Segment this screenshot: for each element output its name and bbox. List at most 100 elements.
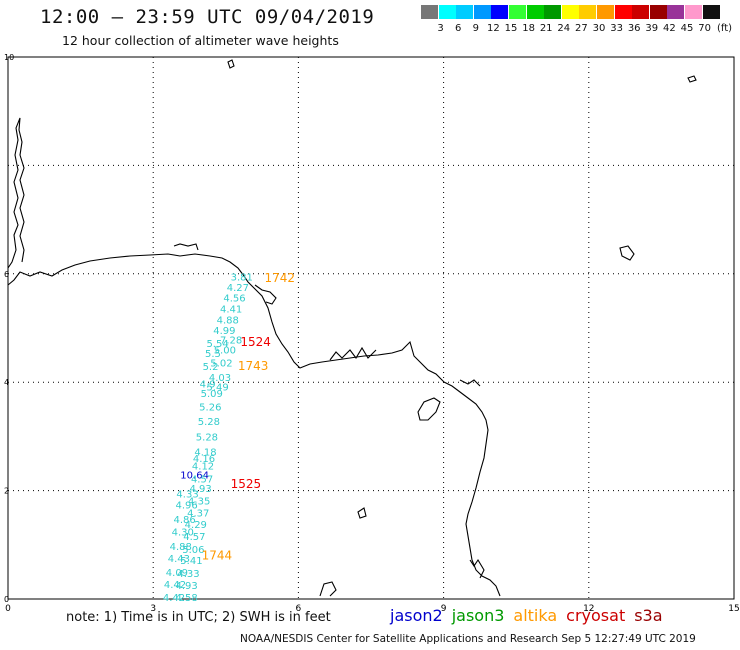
colorbar-swatch <box>685 5 702 19</box>
colorbar-swatch <box>491 5 509 19</box>
wave-height-label: 4.96 <box>175 501 197 512</box>
wave-height-label: 4.93 <box>190 484 212 495</box>
pass-time-label: 1743 <box>238 359 269 373</box>
colorbar-swatch <box>702 5 720 19</box>
wave-height-label: 4.37 <box>187 508 209 519</box>
wave-height-label: 4.12 <box>192 462 214 473</box>
legend-s3a: s3a <box>634 606 663 625</box>
wave-height-label: 5.5 <box>205 349 221 360</box>
colorbar-swatch <box>632 5 650 19</box>
pass-time-label: 1742 <box>265 271 296 285</box>
coastline-left-edge <box>7 117 25 269</box>
colorbar-label: 15 <box>504 23 518 34</box>
colorbar-label: 30 <box>592 23 606 34</box>
colorbar-label: 12 <box>487 23 500 34</box>
wave-height-label: 4.33 <box>176 489 198 500</box>
satellite-legend: jason2 jason3 altika cryosat s3a <box>390 606 672 625</box>
y-tick-label: 6 <box>4 270 9 279</box>
y-tick-label: 4 <box>4 378 9 387</box>
wave-height-label: 4.99 <box>213 326 235 337</box>
x-tick-label: 15 <box>728 604 739 614</box>
colorbar-swatch <box>456 5 474 19</box>
coastline-cuba-island <box>417 397 441 421</box>
coastline <box>7 59 697 597</box>
wave-height-label: 4.27 <box>227 283 249 294</box>
pass-time-label: 1744 <box>202 549 233 563</box>
wave-height-label: 4.16 <box>193 454 215 465</box>
coastline-islet-4 <box>687 75 697 83</box>
colorbar-label: 9 <box>472 23 479 34</box>
x-tick-label: 9 <box>441 604 447 614</box>
wave-height-label: 4.42 <box>163 593 185 604</box>
wave-height-label: 4.56 <box>223 294 245 305</box>
wave-height-label: 4.58 <box>175 593 197 604</box>
wave-height-labels: 3.814.274.564.414.884.997.285.545.005.55… <box>163 273 253 604</box>
colorbar-swatch <box>561 5 579 19</box>
wave-height-label: 5.06 <box>182 545 204 556</box>
wave-height-label: 4.03 <box>209 373 231 384</box>
colorbar-swatch <box>649 5 667 19</box>
coastline-keys <box>173 243 199 251</box>
wave-height-label: 4.33 <box>177 569 199 580</box>
wave-height-label: 5.28 <box>198 417 220 428</box>
colorbar-swatch <box>597 5 614 19</box>
wave-height-label: 4.57 <box>191 475 213 486</box>
credit-line: NOAA/NESDIS Center for Satellite Applica… <box>240 633 696 645</box>
pass-time-label: 1525 <box>231 477 262 491</box>
coastline-yucatan-fragment <box>469 558 485 579</box>
coastline-louisiana-marsh <box>329 346 377 361</box>
colorbar-unit: (ft) <box>717 23 733 34</box>
wave-height-label: 4.57 <box>183 532 205 543</box>
coastline-north-gulf <box>7 253 501 597</box>
colorbar-label: 18 <box>522 23 535 34</box>
colorbar-label: 3 <box>437 23 444 34</box>
x-tick-label: 12 <box>583 604 594 614</box>
colorbar-label: 39 <box>645 23 659 34</box>
colorbar-swatch <box>473 5 491 19</box>
colorbar-label: 24 <box>557 23 571 34</box>
wave-height-label: 4.09 <box>166 568 188 579</box>
wave-height-label: 5.49 <box>206 383 228 394</box>
colorbar-swatch <box>614 5 632 19</box>
x-tick-label: 0 <box>5 604 11 614</box>
wave-height-label: 4.30 <box>172 527 194 538</box>
colorbar-swatch <box>421 5 438 19</box>
wave-height-label: 4.88 <box>170 542 192 553</box>
wave-height-label: 5.41 <box>180 556 202 567</box>
colorbar-label: 33 <box>610 23 623 34</box>
wave-height-label: 5.00 <box>214 346 236 357</box>
colorbar-label: 27 <box>575 23 588 34</box>
wave-height-label: 5.02 <box>210 359 232 370</box>
legend-jason2: jason2 <box>390 606 443 625</box>
legend-cryosat: cryosat <box>566 606 626 625</box>
wave-height-label: 4.93 <box>175 581 197 592</box>
wave-height-label: 5.28 <box>196 432 218 443</box>
colorbar-label: 6 <box>455 23 462 34</box>
wave-height-label: 4.9 <box>200 379 216 390</box>
wave-height-label: 4.86 <box>174 515 196 526</box>
wave-height-label: 4.41 <box>220 304 242 315</box>
chart-subtitle: 12 hour collection of altimeter wave hei… <box>62 33 339 48</box>
axis-ticks: 0 3 6 9 12 15 0 2 4 6 10 <box>4 53 740 614</box>
legend-altika: altika <box>513 606 558 625</box>
colorbar-label: 21 <box>539 23 553 34</box>
wave-height-label: 4.43 <box>168 554 190 565</box>
wave-height-label: 10.64 <box>180 470 209 481</box>
wave-height-label: 4.35 <box>188 496 210 507</box>
wave-height-label: 4.88 <box>217 315 239 326</box>
pass-time-labels: 1742 1524 1743 1525 1744 <box>202 271 295 563</box>
colorbar-swatch <box>579 5 597 19</box>
colorbar-swatch <box>509 5 526 19</box>
colorbar-swatch <box>667 5 685 19</box>
wave-height-label: 4.42 <box>164 580 186 591</box>
map-frame <box>7 56 735 600</box>
y-tick-label: 10 <box>4 53 14 62</box>
colorbar-label: 70 <box>698 23 711 34</box>
wave-height-label: 4.29 <box>185 520 207 531</box>
pass-time-label: 1524 <box>240 335 271 349</box>
colorbar-label: 42 <box>663 23 676 34</box>
coastline-islet-2 <box>619 245 635 261</box>
footnote: note: 1) Time is in UTC; 2) SWH is in fe… <box>66 610 331 625</box>
coastline-islet-3 <box>227 59 235 69</box>
